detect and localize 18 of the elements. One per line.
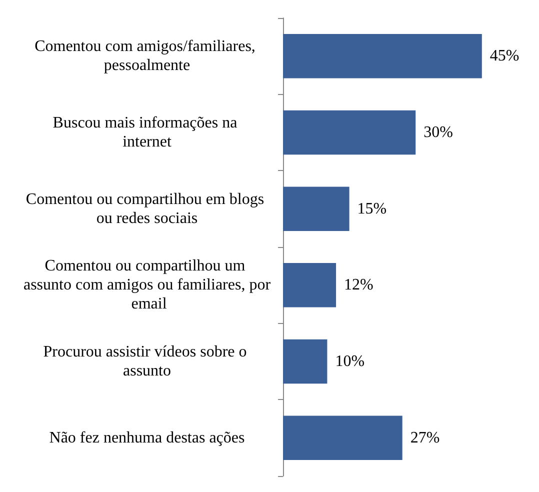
bar	[283, 416, 402, 460]
bar	[283, 110, 416, 155]
data-label: 15%	[357, 200, 387, 218]
y-tick-label: Não fez nenhuma destas ações	[49, 429, 245, 446]
bar	[283, 339, 328, 384]
data-label: 10%	[335, 353, 365, 370]
bar	[283, 186, 350, 231]
y-tick-label: Buscou mais informações na internet	[52, 114, 242, 150]
data-label: 45%	[490, 48, 520, 65]
data-label: 12%	[344, 276, 374, 294]
y-tick-label: Procurou assistir vídeos sobre o assunto	[43, 344, 251, 380]
bar	[283, 263, 336, 308]
bar	[283, 34, 482, 78]
y-tick-label: Comentou ou compartilhou um assunto com amigos ou familiares, por email	[23, 258, 272, 313]
data-label: 30%	[424, 124, 453, 141]
data-label: 27%	[410, 429, 440, 446]
y-tick-label: Comentou com amigos/familiares, pessoalmente	[34, 38, 260, 74]
y-tick-label: Comentou ou compartilhou em blogs ou redes sociais	[26, 190, 268, 227]
